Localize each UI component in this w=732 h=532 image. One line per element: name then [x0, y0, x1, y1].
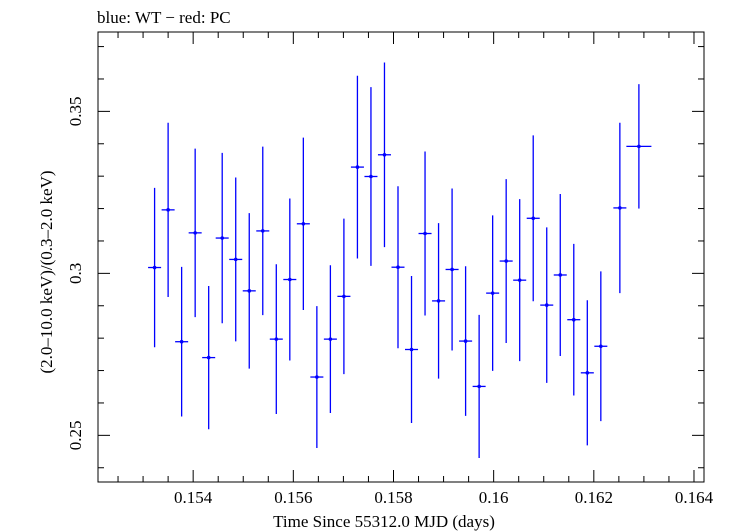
data-point [350, 75, 364, 259]
data-point [540, 227, 554, 383]
data-series [148, 62, 652, 459]
data-point [418, 151, 432, 316]
x-tick-label: 0.162 [575, 488, 613, 507]
data-point [364, 87, 378, 266]
data-marker [571, 317, 576, 322]
data-marker [531, 216, 536, 221]
data-point [377, 62, 391, 248]
data-point [472, 314, 486, 459]
data-point [626, 84, 652, 209]
x-axis-label: Time Since 55312.0 MJD (days) [273, 512, 495, 531]
data-marker [637, 144, 641, 149]
data-point [553, 193, 567, 356]
data-point [242, 213, 256, 369]
data-marker [477, 384, 481, 389]
data-point [229, 177, 243, 342]
data-marker [369, 174, 373, 179]
x-tick-label: 0.156 [274, 488, 312, 507]
data-marker [315, 375, 319, 379]
y-tick-label: 0.35 [66, 96, 85, 126]
y-tick-label: 0.25 [66, 420, 85, 450]
data-marker [409, 347, 414, 352]
data-point [269, 264, 283, 414]
data-point [215, 152, 229, 324]
data-point [161, 122, 175, 298]
axis-ticks: 0.154 0.156 0.158 0.16 0.162 0.164 0.25 0.3 0.35 [66, 32, 714, 507]
y-axis-label: (2.0–10.0 keV)/(0.3–2.0 keV) [37, 170, 56, 373]
data-marker [206, 355, 211, 360]
data-marker [463, 339, 468, 343]
data-point [296, 137, 310, 310]
data-marker [382, 152, 387, 157]
data-marker [179, 339, 184, 344]
data-marker [328, 337, 333, 341]
data-marker [558, 273, 563, 277]
data-point [323, 265, 337, 413]
data-point [613, 122, 627, 294]
data-point [445, 188, 459, 351]
data-point [567, 243, 581, 396]
plot-frame [97, 31, 705, 483]
data-point [432, 223, 446, 379]
data-point [256, 146, 270, 316]
data-point [405, 275, 419, 424]
data-marker [152, 265, 157, 270]
data-point [486, 215, 500, 371]
data-marker [423, 231, 427, 236]
data-marker [220, 236, 225, 240]
data-point [283, 198, 297, 361]
data-marker [166, 208, 170, 212]
data-point [310, 306, 324, 448]
data-point [391, 186, 405, 349]
data-marker [233, 257, 238, 262]
data-marker [599, 344, 603, 349]
x-tick-label: 0.154 [174, 488, 213, 507]
data-marker [585, 371, 590, 375]
data-marker [288, 277, 292, 282]
data-point [148, 187, 162, 348]
data-point [175, 266, 189, 417]
data-point [526, 135, 540, 302]
data-marker [490, 291, 495, 295]
x-tick-label: 0.158 [374, 488, 412, 507]
data-marker [517, 278, 522, 282]
data-point [513, 199, 527, 362]
x-tick-label: 0.164 [675, 488, 714, 507]
data-marker [618, 206, 622, 210]
data-marker [301, 221, 306, 226]
data-marker [355, 165, 360, 169]
data-marker [544, 303, 549, 307]
data-point [580, 300, 594, 446]
data-point [459, 266, 473, 416]
data-point [594, 271, 608, 422]
data-marker [274, 337, 279, 341]
data-marker [436, 299, 441, 303]
data-marker [193, 231, 197, 235]
data-marker [247, 289, 252, 293]
data-point [188, 148, 202, 318]
data-marker [450, 267, 454, 272]
data-marker [342, 294, 346, 299]
x-tick-label: 0.16 [479, 488, 509, 507]
data-marker [504, 259, 508, 263]
y-tick-label: 0.3 [66, 263, 85, 284]
data-point [337, 218, 351, 375]
data-marker [396, 265, 400, 270]
data-marker [260, 229, 265, 233]
data-point [202, 285, 216, 430]
data-point [499, 179, 513, 344]
chart-title: blue: WT − red: PC [97, 8, 231, 27]
